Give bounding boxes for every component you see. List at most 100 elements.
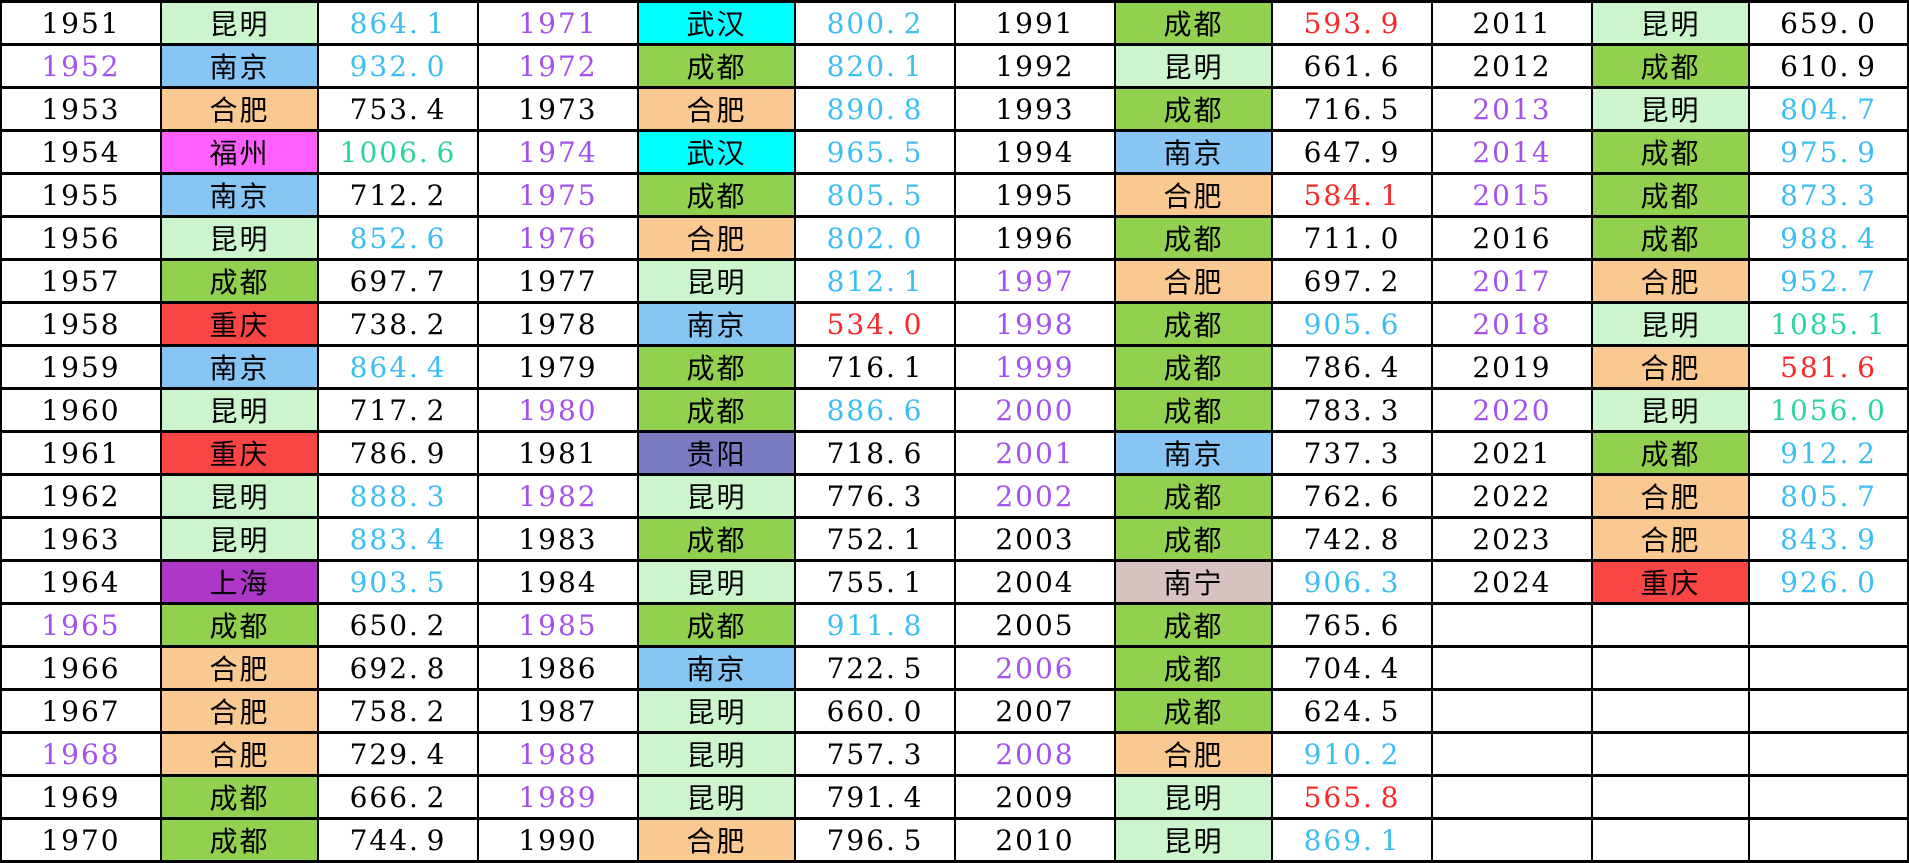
city-cell-kunming[interactable]: 昆明 (637, 688, 796, 734)
year-cell-2021[interactable]: 2021 (1431, 430, 1593, 476)
city-cell-wuhan[interactable]: 武汉 (637, 129, 796, 175)
year-cell-1967[interactable]: 1967 (0, 688, 162, 734)
city-cell-chengdu[interactable]: 成都 (1591, 129, 1750, 175)
year-cell-2018[interactable]: 2018 (1431, 301, 1593, 347)
year-cell-2009[interactable]: 2009 (954, 774, 1116, 820)
value-cell-791.4[interactable]: 791. 4 (794, 774, 956, 820)
year-cell-1981[interactable]: 1981 (477, 430, 639, 476)
city-cell-chengdu[interactable]: 成都 (1114, 215, 1273, 261)
value-cell-864.4[interactable]: 864. 4 (317, 344, 479, 390)
city-cell-nanjing[interactable]: 南京 (637, 301, 796, 347)
year-cell-1961[interactable]: 1961 (0, 430, 162, 476)
city-cell-kunming[interactable]: 昆明 (1591, 86, 1750, 132)
value-cell-744.9[interactable]: 744. 9 (317, 817, 479, 863)
city-cell-nanning[interactable]: 南宁 (1114, 559, 1273, 605)
value-cell-820.1[interactable]: 820. 1 (794, 43, 956, 89)
value-cell-661.6[interactable]: 661. 6 (1271, 43, 1433, 89)
value-cell-718.6[interactable]: 718. 6 (794, 430, 956, 476)
year-cell-1964[interactable]: 1964 (0, 559, 162, 605)
city-cell-chengdu[interactable]: 成都 (1114, 86, 1273, 132)
value-cell-1006.6[interactable]: 1006. 6 (317, 129, 479, 175)
value-cell-716.5[interactable]: 716. 5 (1271, 86, 1433, 132)
year-cell-1951[interactable]: 1951 (0, 0, 162, 46)
city-cell-hefei[interactable]: 合肥 (160, 645, 319, 691)
year-cell-2013[interactable]: 2013 (1431, 86, 1593, 132)
year-cell-1988[interactable]: 1988 (477, 731, 639, 777)
year-cell-2003[interactable]: 2003 (954, 516, 1116, 562)
year-cell-2020[interactable]: 2020 (1431, 387, 1593, 433)
value-cell-712.2[interactable]: 712. 2 (317, 172, 479, 218)
value-cell-624.5[interactable]: 624. 5 (1271, 688, 1433, 734)
city-cell-chongqing[interactable]: 重庆 (1591, 559, 1750, 605)
city-cell-kunming[interactable]: 昆明 (160, 473, 319, 519)
year-cell-empty[interactable] (1431, 817, 1593, 863)
value-cell-926.0[interactable]: 926. 0 (1748, 559, 1909, 605)
value-cell-empty[interactable] (1748, 817, 1909, 863)
value-cell-711.0[interactable]: 711. 0 (1271, 215, 1433, 261)
value-cell-697.7[interactable]: 697. 7 (317, 258, 479, 304)
value-cell-903.5[interactable]: 903. 5 (317, 559, 479, 605)
city-cell-hefei[interactable]: 合肥 (637, 817, 796, 863)
value-cell-786.9[interactable]: 786. 9 (317, 430, 479, 476)
value-cell-753.4[interactable]: 753. 4 (317, 86, 479, 132)
value-cell-1085.1[interactable]: 1085. 1 (1748, 301, 1909, 347)
year-cell-empty[interactable] (1431, 688, 1593, 734)
year-cell-1953[interactable]: 1953 (0, 86, 162, 132)
value-cell-888.3[interactable]: 888. 3 (317, 473, 479, 519)
year-cell-1962[interactable]: 1962 (0, 473, 162, 519)
year-cell-1989[interactable]: 1989 (477, 774, 639, 820)
value-cell-804.7[interactable]: 804. 7 (1748, 86, 1909, 132)
value-cell-905.6[interactable]: 905. 6 (1271, 301, 1433, 347)
year-cell-2006[interactable]: 2006 (954, 645, 1116, 691)
city-cell-chengdu[interactable]: 成都 (1114, 0, 1273, 46)
year-cell-1999[interactable]: 1999 (954, 344, 1116, 390)
value-cell-610.9[interactable]: 610. 9 (1748, 43, 1909, 89)
year-cell-1986[interactable]: 1986 (477, 645, 639, 691)
value-cell-empty[interactable] (1748, 731, 1909, 777)
city-cell-chengdu[interactable]: 成都 (637, 172, 796, 218)
year-cell-1974[interactable]: 1974 (477, 129, 639, 175)
value-cell-697.2[interactable]: 697. 2 (1271, 258, 1433, 304)
city-cell-hefei[interactable]: 合肥 (637, 215, 796, 261)
city-cell-chengdu[interactable]: 成都 (160, 817, 319, 863)
year-cell-2005[interactable]: 2005 (954, 602, 1116, 648)
value-cell-911.8[interactable]: 911. 8 (794, 602, 956, 648)
year-cell-2014[interactable]: 2014 (1431, 129, 1593, 175)
value-cell-647.9[interactable]: 647. 9 (1271, 129, 1433, 175)
value-cell-802.0[interactable]: 802. 0 (794, 215, 956, 261)
value-cell-692.8[interactable]: 692. 8 (317, 645, 479, 691)
value-cell-869.1[interactable]: 869. 1 (1271, 817, 1433, 863)
year-cell-2010[interactable]: 2010 (954, 817, 1116, 863)
value-cell-empty[interactable] (1748, 688, 1909, 734)
value-cell-965.5[interactable]: 965. 5 (794, 129, 956, 175)
value-cell-910.2[interactable]: 910. 2 (1271, 731, 1433, 777)
city-cell-guiyang[interactable]: 贵阳 (637, 430, 796, 476)
value-cell-717.2[interactable]: 717. 2 (317, 387, 479, 433)
value-cell-843.9[interactable]: 843. 9 (1748, 516, 1909, 562)
city-cell-kunming[interactable]: 昆明 (637, 731, 796, 777)
year-cell-1978[interactable]: 1978 (477, 301, 639, 347)
city-cell-chongqing[interactable]: 重庆 (160, 430, 319, 476)
year-cell-1968[interactable]: 1968 (0, 731, 162, 777)
value-cell-890.8[interactable]: 890. 8 (794, 86, 956, 132)
city-cell-kunming[interactable]: 昆明 (637, 473, 796, 519)
value-cell-650.2[interactable]: 650. 2 (317, 602, 479, 648)
year-cell-1971[interactable]: 1971 (477, 0, 639, 46)
value-cell-864.1[interactable]: 864. 1 (317, 0, 479, 46)
city-cell-hefei[interactable]: 合肥 (1591, 473, 1750, 519)
year-cell-1991[interactable]: 1991 (954, 0, 1116, 46)
year-cell-1977[interactable]: 1977 (477, 258, 639, 304)
city-cell-kunming[interactable]: 昆明 (637, 559, 796, 605)
year-cell-1984[interactable]: 1984 (477, 559, 639, 605)
year-cell-1959[interactable]: 1959 (0, 344, 162, 390)
year-cell-2019[interactable]: 2019 (1431, 344, 1593, 390)
city-cell-kunming[interactable]: 昆明 (1114, 817, 1273, 863)
city-cell-nanjing[interactable]: 南京 (160, 172, 319, 218)
city-cell-kunming[interactable]: 昆明 (637, 774, 796, 820)
year-cell-2024[interactable]: 2024 (1431, 559, 1593, 605)
year-cell-1963[interactable]: 1963 (0, 516, 162, 562)
city-cell-kunming[interactable]: 昆明 (637, 258, 796, 304)
value-cell-783.3[interactable]: 783. 3 (1271, 387, 1433, 433)
year-cell-1965[interactable]: 1965 (0, 602, 162, 648)
value-cell-752.1[interactable]: 752. 1 (794, 516, 956, 562)
